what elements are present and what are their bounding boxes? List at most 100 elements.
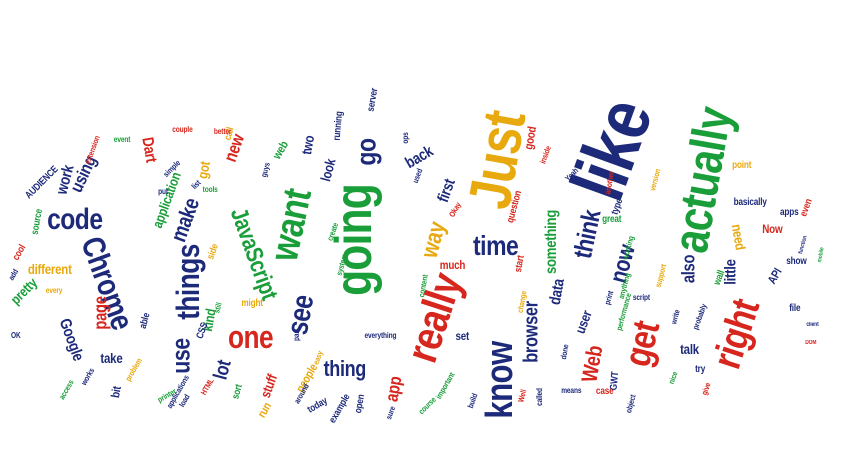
word-everything: everything xyxy=(363,331,396,340)
word-client: client xyxy=(805,322,819,328)
word-ops: ops xyxy=(400,132,410,144)
word-open: open xyxy=(352,393,367,415)
word-called: called xyxy=(534,388,544,406)
word-actually: actually xyxy=(661,103,743,257)
word-well: Well xyxy=(516,388,529,404)
word-sure: sure xyxy=(384,405,398,421)
word-audience: AUDIENCE xyxy=(22,164,61,202)
word-add: add xyxy=(6,267,21,282)
word-different: different xyxy=(27,261,72,277)
word-function: function xyxy=(797,235,809,255)
word-think: think xyxy=(567,207,607,261)
word-support: support xyxy=(652,263,668,289)
word-gwt: GWT xyxy=(608,371,621,391)
word-got: got xyxy=(193,160,213,180)
word-today: today xyxy=(305,395,330,416)
word-take: take xyxy=(99,350,122,366)
word-need: need xyxy=(728,222,749,252)
word-cool: cool xyxy=(10,242,29,263)
word-print: print xyxy=(602,289,615,306)
word-web: web xyxy=(269,138,291,162)
word-know: know xyxy=(479,341,522,419)
word-important: important xyxy=(433,370,456,401)
word-code: code xyxy=(47,203,103,236)
word-file: file xyxy=(789,303,801,314)
word-version: version xyxy=(647,167,662,192)
word-used: used xyxy=(410,167,425,185)
word-part: part xyxy=(292,329,302,341)
word-object: object xyxy=(623,393,638,414)
word-great: great xyxy=(601,214,621,225)
word-better: better xyxy=(213,127,231,136)
word-access: access xyxy=(57,378,76,402)
word-problem: problem xyxy=(123,356,144,383)
word-api: API xyxy=(764,265,785,287)
word-lot: lot xyxy=(209,357,236,383)
word-put: put xyxy=(158,187,168,196)
word-write: write xyxy=(669,308,682,326)
word-get: get xyxy=(616,317,668,371)
word-tools: tools xyxy=(202,185,218,194)
word-time: time xyxy=(472,230,518,261)
word-still: still xyxy=(211,301,224,315)
word-going: going xyxy=(325,184,384,296)
word-side: side xyxy=(204,242,221,262)
word-start: start xyxy=(512,254,527,274)
word-might: might xyxy=(241,298,263,309)
word-run: run xyxy=(253,399,274,421)
word-server: server xyxy=(364,87,380,113)
word-things: things xyxy=(170,244,207,320)
word-really: really xyxy=(397,267,472,369)
word-show: show xyxy=(785,256,807,267)
word-way: way xyxy=(415,218,452,261)
word-ok: OK xyxy=(11,331,21,340)
word-source: source xyxy=(29,208,45,236)
word-want: want xyxy=(261,185,320,265)
word-try: try xyxy=(695,364,706,375)
word-just: Just xyxy=(454,106,538,214)
word-list: list xyxy=(189,178,202,191)
word-probably: probably xyxy=(690,302,709,331)
word-bit: bit xyxy=(108,385,124,399)
word-done: done xyxy=(559,343,571,361)
word-stuff: stuff xyxy=(256,372,280,400)
word-inside: inside xyxy=(538,144,553,165)
word-means: means xyxy=(560,386,581,395)
word-css: CSS xyxy=(194,321,211,341)
word-now: Now xyxy=(761,222,782,236)
word-also: also xyxy=(677,254,698,284)
word-example: example xyxy=(326,392,353,426)
word-script: script xyxy=(632,293,650,302)
word-dart: Dart xyxy=(137,136,159,164)
word-build: build xyxy=(465,392,480,410)
word-nice: nice xyxy=(666,370,680,386)
word-one: one xyxy=(227,319,273,355)
word-dom: DOM xyxy=(805,340,817,346)
word-case: case xyxy=(595,386,614,397)
word-much: much xyxy=(439,258,465,272)
word-thing: thing xyxy=(323,356,367,381)
word-html: HTML xyxy=(199,376,216,397)
word-able: able xyxy=(137,311,152,330)
word-apps: apps xyxy=(779,207,799,218)
word-basically: basically xyxy=(733,197,767,208)
word-course: course xyxy=(416,395,438,417)
word-mobile: mobile xyxy=(816,246,826,264)
word-user: user xyxy=(571,308,595,336)
word-event: event xyxy=(113,135,131,144)
word-app: app xyxy=(380,374,406,404)
word-google: Google xyxy=(55,316,87,364)
word-something: something xyxy=(543,210,561,274)
word-web: Web xyxy=(575,343,607,385)
word-give: give xyxy=(699,381,713,397)
word-good: good xyxy=(521,125,540,151)
word-go: go xyxy=(350,138,382,166)
word-look: look xyxy=(317,156,339,184)
word-page: page xyxy=(89,296,110,330)
word-data: data xyxy=(546,277,568,307)
word-running: running xyxy=(331,110,346,142)
word-even: even xyxy=(798,197,815,219)
word-point: point xyxy=(731,160,751,171)
word-talk: talk xyxy=(679,341,699,357)
